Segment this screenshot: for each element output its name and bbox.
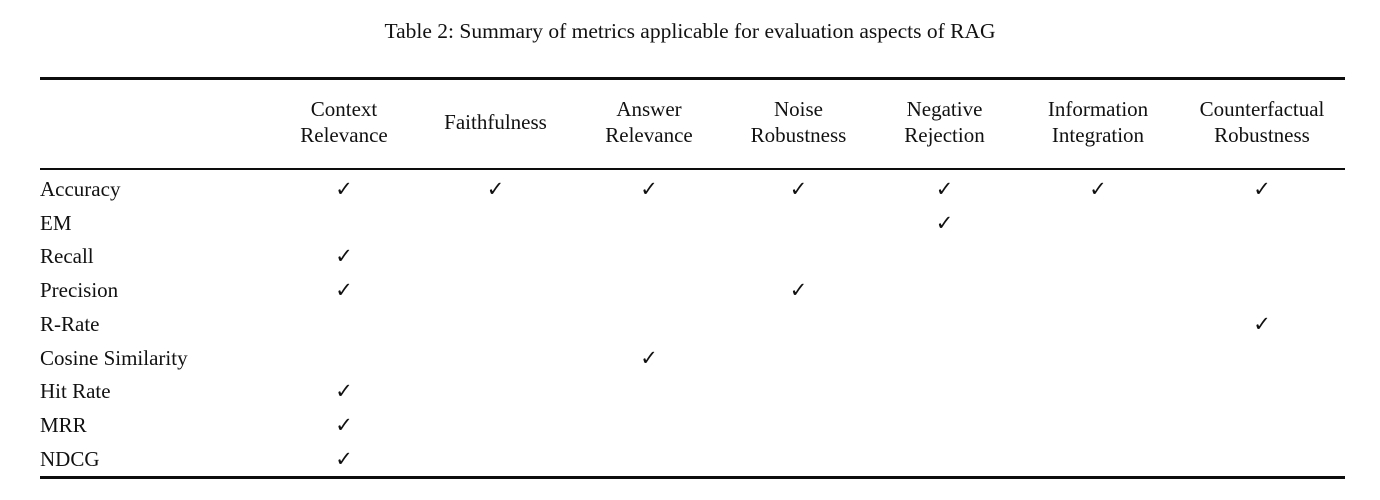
- table-row-em: EM ✓: [40, 207, 1345, 241]
- empty-cell: [573, 443, 725, 478]
- empty-cell: [418, 308, 573, 342]
- metric-label: R-Rate: [40, 311, 100, 336]
- table-header: Context Relevance Faithfulness Answer Rele…: [40, 79, 1345, 170]
- empty-cell: [725, 240, 872, 274]
- empty-cell: [1017, 342, 1179, 376]
- table-row-hit-rate: Hit Rate ✓: [40, 375, 1345, 409]
- empty-cell: [1179, 409, 1345, 443]
- metric-label: NDCG: [40, 446, 100, 471]
- column-header-information-integration: Information Integration: [1047, 97, 1149, 147]
- empty-cell: [1017, 207, 1179, 241]
- empty-cell: [872, 308, 1017, 342]
- checkmark-icon: ✓: [335, 244, 353, 269]
- checkmark-icon: ✓: [335, 379, 353, 404]
- empty-cell: [270, 207, 418, 241]
- column-header-context-relevance: Context Relevance: [300, 97, 388, 147]
- table-row-r-rate: R-Rate ✓: [40, 308, 1345, 342]
- column-header-counterfactual-robustness: Counterfactual Robustness: [1199, 97, 1325, 147]
- empty-cell: [573, 375, 725, 409]
- empty-cell: [725, 443, 872, 478]
- empty-cell: [1017, 409, 1179, 443]
- empty-cell: [725, 342, 872, 376]
- empty-cell: [1017, 308, 1179, 342]
- empty-cell: [1179, 443, 1345, 478]
- checkmark-icon: ✓: [335, 177, 353, 201]
- empty-cell: [725, 409, 872, 443]
- empty-cell: [1179, 375, 1345, 409]
- empty-cell: [725, 308, 872, 342]
- header-stub-cell: [40, 79, 270, 170]
- empty-cell: [1179, 342, 1345, 376]
- column-header-negative-rejection: Negative Rejection: [904, 97, 985, 147]
- column-header-answer-relevance: Answer Relevance: [605, 97, 693, 147]
- metric-label: Precision: [40, 278, 119, 303]
- metric-label: Cosine Similarity: [40, 345, 188, 370]
- empty-cell: [573, 240, 725, 274]
- checkmark-icon: ✓: [1253, 311, 1271, 336]
- empty-cell: [573, 207, 725, 241]
- empty-cell: [872, 375, 1017, 409]
- empty-cell: [872, 240, 1017, 274]
- table-body: Accuracy ✓ ✓ ✓ ✓ ✓ ✓ ✓ EM ✓ Recall ✓ Precision ✓ ✓ R-Ra…: [40, 169, 1345, 478]
- checkmark-icon: ✓: [335, 278, 353, 303]
- table-row-accuracy: Accuracy ✓ ✓ ✓ ✓ ✓ ✓ ✓: [40, 169, 1345, 207]
- empty-cell: [1017, 375, 1179, 409]
- empty-cell: [872, 409, 1017, 443]
- empty-cell: [418, 375, 573, 409]
- checkmark-icon: ✓: [640, 345, 658, 370]
- metric-label: Recall: [40, 244, 94, 269]
- empty-cell: [872, 342, 1017, 376]
- empty-cell: [418, 207, 573, 241]
- table-row-cosine-similarity: Cosine Similarity ✓: [40, 342, 1345, 376]
- column-header-faithfulness: Faithfulness: [444, 110, 547, 134]
- metric-label: Hit Rate: [40, 379, 111, 404]
- checkmark-icon: ✓: [935, 177, 954, 201]
- empty-cell: [573, 308, 725, 342]
- checkmark-icon: ✓: [935, 210, 954, 235]
- metric-label: Accuracy: [40, 177, 121, 201]
- empty-cell: [872, 274, 1017, 308]
- empty-cell: [725, 207, 872, 241]
- checkmark-icon: ✓: [640, 177, 658, 201]
- table-row-precision: Precision ✓ ✓: [40, 274, 1345, 308]
- table-row-recall: Recall ✓: [40, 240, 1345, 274]
- empty-cell: [270, 308, 418, 342]
- empty-cell: [573, 274, 725, 308]
- empty-cell: [418, 409, 573, 443]
- empty-cell: [418, 342, 573, 376]
- empty-cell: [872, 443, 1017, 478]
- checkmark-icon: ✓: [335, 412, 353, 437]
- checkmark-icon: ✓: [1089, 177, 1107, 201]
- metric-label: EM: [40, 210, 72, 235]
- column-header-noise-robustness: Noise Robustness: [750, 97, 847, 147]
- table-row-mrr: MRR ✓: [40, 409, 1345, 443]
- header-row: Context Relevance Faithfulness Answer Rele…: [40, 79, 1345, 170]
- table-row-ndcg: NDCG ✓: [40, 443, 1345, 478]
- empty-cell: [270, 342, 418, 376]
- empty-cell: [1179, 207, 1345, 241]
- checkmark-icon: ✓: [789, 278, 808, 303]
- empty-cell: [1017, 274, 1179, 308]
- empty-cell: [418, 274, 573, 308]
- empty-cell: [1179, 240, 1345, 274]
- checkmark-icon: ✓: [486, 177, 505, 201]
- table-caption: Table 2: Summary of metrics applicable f…: [384, 19, 996, 43]
- empty-cell: [725, 375, 872, 409]
- checkmark-icon: ✓: [335, 446, 353, 471]
- empty-cell: [1017, 240, 1179, 274]
- checkmark-icon: ✓: [1253, 177, 1271, 201]
- metrics-table: Context Relevance Faithfulness Answer Rele…: [40, 77, 1345, 480]
- empty-cell: [418, 240, 573, 274]
- metric-label: MRR: [40, 412, 87, 437]
- empty-cell: [573, 409, 725, 443]
- empty-cell: [1179, 274, 1345, 308]
- checkmark-icon: ✓: [789, 177, 808, 201]
- empty-cell: [1017, 443, 1179, 478]
- empty-cell: [418, 443, 573, 478]
